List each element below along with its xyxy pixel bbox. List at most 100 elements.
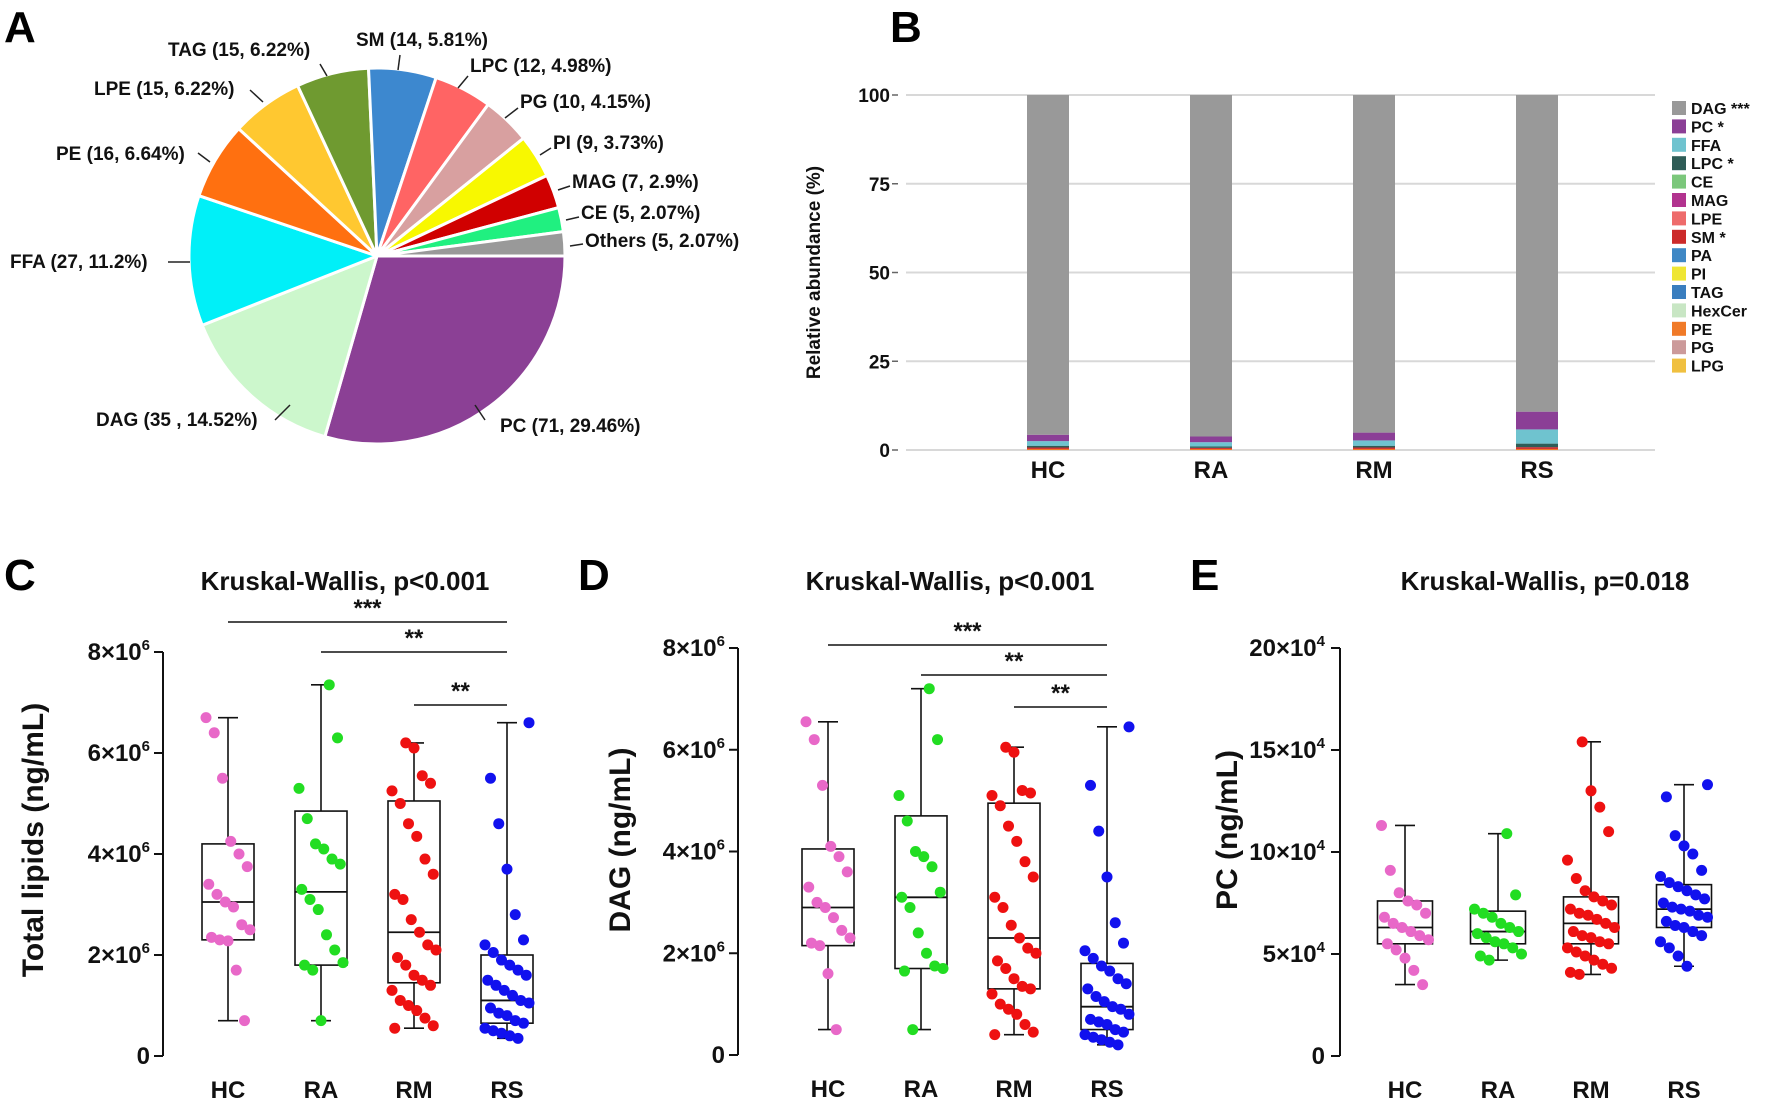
boxC-point-hc <box>203 878 215 890</box>
b-ytick-25: 25 <box>869 352 891 373</box>
b-bar-hc-segment <box>1027 441 1069 446</box>
panel-letter-c: C <box>4 551 36 600</box>
boxD-point-ra <box>912 927 924 939</box>
boxC-ytick: 2×106 <box>88 940 150 969</box>
boxC-point-rs <box>493 1007 505 1019</box>
b-legend-label: PA <box>1691 248 1712 265</box>
boxC-title: Kruskal-Wallis, p<0.001 <box>201 566 490 596</box>
boxD-point-rs <box>1096 960 1107 972</box>
boxD-sig-label: *** <box>953 618 982 645</box>
boxC-point-rs <box>520 969 532 981</box>
boxC-point-rs <box>479 1022 491 1034</box>
pie-leader-dag <box>274 404 291 421</box>
b-legend-label: FFA <box>1691 138 1722 155</box>
b-legend-swatch <box>1672 119 1686 134</box>
boxD-point-hc <box>806 937 817 949</box>
boxD-point-rm <box>994 800 1006 812</box>
boxC-point-rm <box>416 974 428 986</box>
boxD-ylabel: DAG (ng/mL) <box>604 748 637 933</box>
boxE-point-rs <box>1657 897 1669 909</box>
boxE-point-rs <box>1663 942 1675 954</box>
boxE-point-rs <box>1675 903 1687 915</box>
boxD-point-rs <box>1101 1018 1113 1030</box>
boxC-point-rs <box>487 1025 499 1037</box>
boxD-point-hc <box>803 881 815 893</box>
boxE-point-rm <box>1570 946 1582 958</box>
panel-letter-e: E <box>1190 551 1219 600</box>
b-bar-ra-segment <box>1190 448 1232 450</box>
pie-label-pi: PI (9, 3.73%) <box>553 133 664 154</box>
boxD-ytick: 0 <box>712 1042 725 1069</box>
boxD-point-ra <box>899 965 910 977</box>
boxC-ytick-exp: 6 <box>142 839 150 856</box>
boxC-point-rs <box>496 1027 507 1039</box>
b-xtick-rs: RS <box>1520 457 1553 484</box>
boxD-title: Kruskal-Wallis, p<0.001 <box>806 566 1095 596</box>
boxD-xtick-rs: RS <box>1090 1076 1123 1103</box>
stacked-bar-chart-b: 0 25 50 75 100 Relative abundance (%) HC RA RM RS… <box>804 86 1750 484</box>
b-legend-swatch <box>1672 266 1686 281</box>
boxE-point-rm <box>1597 895 1609 907</box>
boxC-box-rs <box>480 954 534 1024</box>
boxE-point-hc <box>1420 907 1432 919</box>
boxD-point-hc <box>808 734 820 746</box>
b-legend-swatch <box>1672 303 1686 318</box>
b-bar-ra-segment <box>1190 442 1232 447</box>
boxC-ytick: 8×106 <box>88 637 150 666</box>
boxE-point-rs <box>1660 915 1672 927</box>
pie-label-ce: CE (5, 2.07%) <box>581 203 700 224</box>
boxD-point-rm <box>1027 1026 1039 1038</box>
boxE-point-rs <box>1655 936 1666 948</box>
boxE-point-hc <box>1423 934 1434 946</box>
boxC-point-hc <box>222 935 234 947</box>
boxC-ytick-base: 4×10 <box>88 841 142 868</box>
boxC-point-ra <box>321 929 332 941</box>
boxC-sig-label: *** <box>353 595 382 622</box>
boxC-point-rm <box>392 952 403 964</box>
boxD-ytick: 6×106 <box>663 735 725 764</box>
b-xtick-rm: RM <box>1355 457 1392 484</box>
boxE-point-hc <box>1417 979 1429 991</box>
boxD-point-rm <box>1000 963 1012 975</box>
boxE-ytick: 0 <box>1312 1043 1325 1070</box>
boxE-point-rm <box>1585 932 1597 944</box>
boxC-point-rs <box>509 909 521 921</box>
boxE-point-rm <box>1564 966 1576 978</box>
boxC-point-rm <box>389 1022 401 1034</box>
boxD-point-ra <box>910 846 921 857</box>
b-legend-label: PC * <box>1691 119 1725 136</box>
boxE-point-rs <box>1687 848 1699 860</box>
boxD-point-rs <box>1112 1039 1124 1051</box>
boxD-ytick-base: 6×10 <box>663 737 717 764</box>
boxC-ytick-base: 0 <box>137 1043 150 1070</box>
boxC-point-rm <box>386 785 398 797</box>
boxD-point-ra <box>904 901 916 913</box>
boxD-point-rm <box>1000 741 1012 753</box>
boxE-point-rs <box>1672 881 1684 893</box>
pie-leader-lpe <box>249 89 264 103</box>
boxD-point-hc <box>825 840 837 852</box>
boxE-point-ra <box>1471 928 1483 940</box>
boxE-point-rs <box>1699 893 1711 905</box>
boxE-point-rs <box>1684 905 1696 917</box>
boxC-point-ra <box>312 904 324 916</box>
boxC-point-rs <box>512 1032 524 1044</box>
b-legend-label: PI <box>1691 267 1706 284</box>
boxD-point-rs <box>1109 1024 1121 1036</box>
boxD-point-rm <box>1025 787 1036 799</box>
boxE-point-rs <box>1669 919 1681 931</box>
boxE-point-rm <box>1609 921 1620 933</box>
boxC-point-rm <box>425 979 436 991</box>
b-legend-label: LPC * <box>1691 156 1734 173</box>
boxC-point-rm <box>419 1012 431 1024</box>
boxC-point-rm <box>400 959 412 971</box>
boxD-point-rm <box>1019 1018 1031 1030</box>
boxC-point-hc <box>239 1015 250 1027</box>
boxD-point-rs <box>1120 978 1132 990</box>
boxE-point-ra <box>1504 921 1516 933</box>
boxD-point-rm <box>1027 871 1039 883</box>
boxC-point-rm <box>411 830 423 842</box>
boxE-point-rs <box>1672 950 1684 962</box>
b-legend-swatch <box>1672 137 1686 152</box>
boxE-point-rm <box>1573 907 1585 919</box>
